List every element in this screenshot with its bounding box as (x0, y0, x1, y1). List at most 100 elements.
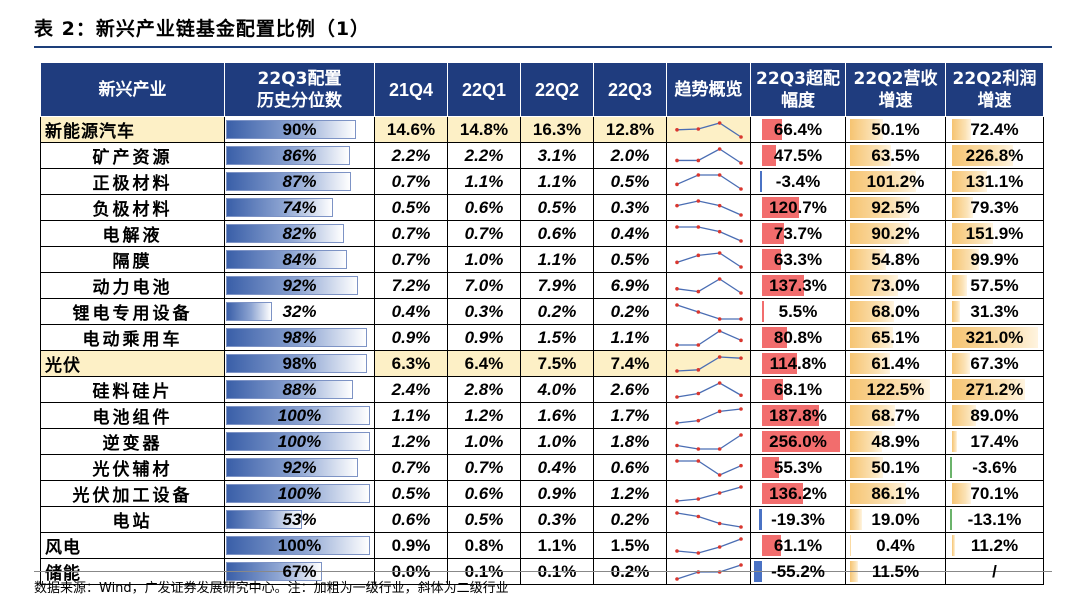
quarter-value: 14.8% (447, 116, 521, 143)
sparkline-line (676, 303, 741, 320)
table-row: 光伏辅材 92% 0.7% 0.7% 0.4% 0.6% 55.3% 50.1% -3.6% (40, 454, 1044, 481)
quarter-value: 0.6% (447, 194, 521, 221)
profit-bar (952, 145, 1013, 166)
profit-growth-cell: 321.0% (945, 324, 1044, 351)
sparkline-chart (674, 510, 743, 529)
percentile-cell: 98% (224, 324, 375, 351)
profit-growth-cell: 79.3% (945, 194, 1044, 221)
quarter-value: 2.6% (593, 376, 667, 403)
overweight-cell: 137.3% (750, 272, 846, 299)
quarter-value: 1.1% (447, 168, 521, 195)
sparkline-point (738, 316, 743, 321)
overweight-cell: 61.1% (750, 532, 846, 559)
profit-bar (950, 457, 952, 478)
sparkline-point (674, 224, 679, 229)
sparkline-point (696, 309, 700, 314)
sparkline-chart (674, 380, 743, 399)
quarter-value: 14.6% (374, 116, 448, 143)
revenue-bar (850, 223, 909, 244)
quarter-value: 0.6% (520, 220, 594, 247)
sparkline-point (696, 446, 700, 451)
profit-growth-cell: 11.2% (945, 532, 1044, 559)
trend-sparkline (666, 116, 751, 143)
overweight-bar (759, 509, 762, 530)
sparkline-point (674, 302, 679, 307)
quarter-value: 0.3% (447, 298, 521, 325)
quarter-value: 0.5% (593, 168, 667, 195)
quarter-value: 1.6% (520, 402, 594, 429)
sparkline-point (717, 229, 721, 233)
percentile-bar (226, 198, 333, 217)
sparkline-point (738, 536, 743, 541)
sparkline-point (717, 276, 721, 281)
sparkline-chart (674, 406, 743, 425)
quarter-value: 1.0% (447, 428, 521, 455)
table-row: 电动乘用车 98% 0.9% 0.9% 1.5% 1.1% 80.8% 65.1% 321.0% (40, 324, 1044, 351)
sparkline-chart (674, 198, 743, 217)
revenue-growth-cell: 0.4% (845, 532, 946, 559)
quarter-value: 0.5% (520, 194, 594, 221)
quarter-value: 0.9% (374, 532, 448, 559)
table-row: 电站 53% 0.6% 0.5% 0.3% 0.2% -19.3% 19.0% -13.1% (40, 506, 1044, 533)
sparkline-point (717, 120, 721, 125)
title-divider (34, 46, 1052, 48)
industry-name: 电解液 (40, 220, 225, 247)
quarter-value: 0.6% (374, 506, 448, 533)
profit-bar (952, 327, 1038, 348)
sparkline-point (696, 289, 700, 293)
quarter-value: 7.4% (593, 350, 667, 377)
revenue-growth-cell: 65.1% (845, 324, 946, 351)
revenue-bar (850, 457, 883, 478)
overweight-cell: 114.8% (750, 350, 846, 377)
percentile-bar (226, 484, 370, 503)
quarter-value: 0.5% (593, 246, 667, 273)
profit-growth-cell: 271.2% (945, 376, 1044, 403)
header-21q4: 21Q4 (374, 62, 448, 117)
trend-sparkline (666, 402, 751, 429)
industry-name: 动力电池 (40, 272, 225, 299)
sparkline-point (674, 158, 679, 162)
revenue-bar (850, 509, 863, 530)
sparkline-line (676, 355, 741, 372)
revenue-bar (850, 431, 882, 452)
percentile-cell: 88% (224, 376, 375, 403)
profit-bar (952, 249, 979, 270)
industry-name: 隔膜 (40, 246, 225, 273)
quarter-value: 0.3% (520, 506, 594, 533)
sparkline-line (676, 199, 741, 216)
trend-sparkline (666, 246, 751, 273)
sparkline-line (676, 277, 741, 294)
sparkline-point (717, 472, 721, 477)
sparkline-point (696, 418, 700, 422)
sparkline-chart (674, 536, 743, 555)
sparkline-point (674, 342, 679, 347)
quarter-value: 1.8% (593, 428, 667, 455)
industry-name: 光伏 (40, 350, 225, 377)
revenue-growth-cell: 122.5% (845, 376, 946, 403)
profit-growth-cell: 67.3% (945, 350, 1044, 377)
overweight-bar (762, 327, 787, 348)
overweight-bar (762, 301, 764, 322)
quarter-value: 1.5% (520, 324, 594, 351)
table-row: 硅料硅片 88% 2.4% 2.8% 4.0% 2.6% 68.1% 122.5% 271.2% (40, 376, 1044, 403)
percentile-cell: 87% (224, 168, 375, 195)
quarter-value: 0.5% (374, 480, 448, 507)
percentile-cell: 86% (224, 142, 375, 169)
quarter-value: 6.4% (447, 350, 521, 377)
sparkline-point (738, 212, 743, 217)
sparkline-line (676, 381, 741, 398)
industry-name: 光伏辅材 (40, 454, 225, 481)
industry-name: 负极材料 (40, 194, 225, 221)
sparkline-point (674, 203, 679, 207)
table-row: 负极材料 74% 0.5% 0.6% 0.5% 0.3% 120.7% 92.5% 79.3% (40, 194, 1044, 221)
quarter-value: 0.4% (374, 298, 448, 325)
profit-growth-cell: 17.4% (945, 428, 1044, 455)
header-22q2: 22Q2 (520, 62, 594, 117)
sparkline-point (674, 394, 679, 399)
header-overweight: 22Q3超配 幅度 (750, 62, 846, 117)
sparkline-point (738, 264, 743, 269)
sparkline-point (717, 146, 721, 151)
profit-bar (952, 379, 1025, 400)
header-revenue-growth: 22Q2营收 增速 (845, 62, 946, 117)
sparkline-point (717, 490, 721, 495)
